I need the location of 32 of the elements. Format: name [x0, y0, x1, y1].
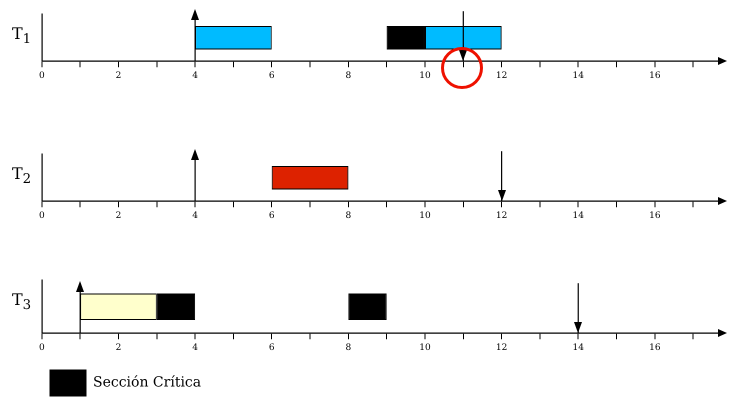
y-axis-title: T$_{2}$ [12, 164, 32, 188]
x-tick-label: 6 [268, 210, 275, 221]
x-tick-label: 14 [572, 342, 584, 353]
x-tick-label: 16 [649, 342, 661, 353]
x-tick-label: 16 [649, 210, 661, 221]
bar [348, 293, 387, 320]
x-tick-label: 4 [192, 342, 198, 353]
x-tick-label: 10 [419, 342, 431, 353]
x-tick-label: 16 [649, 70, 661, 81]
x-tick-label: 0 [38, 210, 45, 221]
x-tick-label: 8 [346, 70, 352, 81]
x-tick-label: 8 [346, 210, 352, 221]
x-tick-label: 4 [192, 210, 198, 221]
x-tick-label: 2 [116, 210, 122, 221]
y-axis-title: T$_{3}$ [12, 290, 32, 314]
x-tick-label: 14 [572, 70, 584, 81]
x-tick-label: 6 [268, 342, 275, 353]
x-tick-label: 12 [496, 70, 508, 81]
x-tick-label: 2 [116, 342, 122, 353]
x-tick-label: 0 [38, 342, 45, 353]
x-tick-label: 2 [116, 70, 122, 81]
x-tick-label: 4 [192, 70, 198, 81]
x-tick-label: 14 [572, 210, 584, 221]
x-tick-label: 8 [346, 342, 352, 353]
x-tick-label: 10 [419, 210, 431, 221]
x-tick-label: 12 [496, 342, 508, 353]
x-tick-label: 6 [268, 70, 275, 81]
x-tick-label: 0 [38, 70, 45, 81]
x-tick-label: 10 [419, 70, 431, 81]
legend-label: Sección Crítica [93, 374, 202, 391]
y-axis-title: T$_{1}$ [12, 24, 32, 48]
x-tick-label: 12 [496, 210, 508, 221]
